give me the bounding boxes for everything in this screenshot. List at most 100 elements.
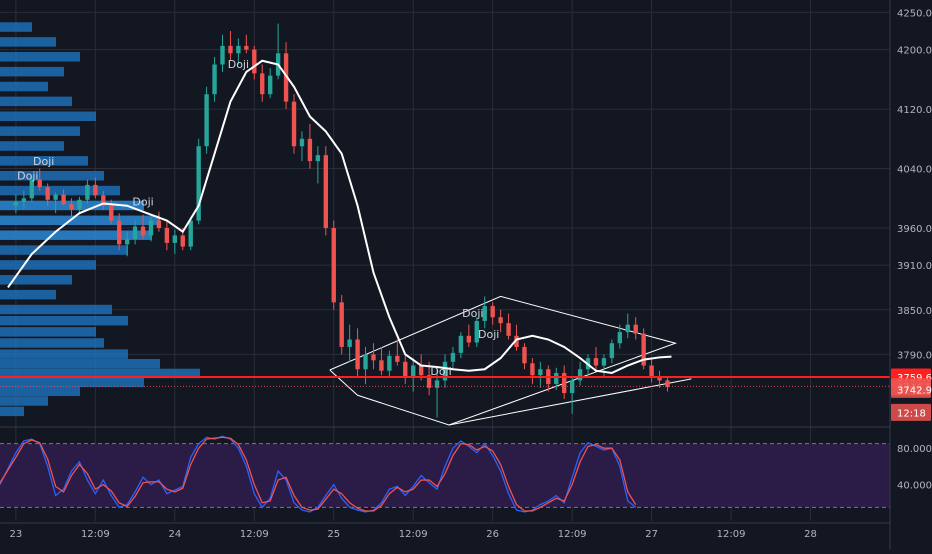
candle-body (196, 146, 201, 221)
y-tick-label: 3790.0 (897, 350, 932, 361)
doji-label: Doji (228, 58, 249, 71)
x-tick-label: 12:09 (558, 529, 587, 540)
candle-body (220, 45, 225, 65)
candle-body (569, 380, 575, 394)
candle-body (252, 49, 257, 74)
candle-body (156, 220, 162, 229)
volume-profile-bar (0, 275, 72, 285)
x-tick-label: 12:09 (240, 529, 269, 540)
candle-body (514, 335, 519, 347)
volume-profile-bar (0, 359, 160, 369)
candle-body (466, 335, 472, 343)
candle-body (188, 220, 193, 247)
y-tick-label: 4120.0 (897, 105, 932, 116)
candle-body (331, 228, 336, 303)
volume-profile-bar (0, 230, 152, 240)
volume-profile-bar (0, 52, 80, 62)
candle-body (538, 369, 543, 376)
x-tick-label: 27 (645, 529, 658, 540)
x-tick-label: 12:09 (81, 529, 110, 540)
candle-body (37, 179, 42, 188)
candle-body (299, 138, 305, 147)
volume-profile-bar (0, 368, 200, 379)
candle-body (283, 53, 289, 102)
volume-profile-bar (0, 289, 56, 300)
volume-profile-bar (0, 126, 80, 136)
candle-body (411, 365, 416, 377)
candle-body (657, 376, 662, 381)
y-tick-label: 4200.0 (897, 46, 932, 57)
doji-label: Doji (430, 365, 451, 378)
candle-body (260, 73, 265, 95)
volume-profile-bar (0, 66, 64, 77)
y-tick-label: 4250.0 (897, 8, 932, 19)
volume-profile-bar (0, 96, 72, 107)
candle-body (77, 199, 82, 210)
volume-profile-bar (0, 37, 56, 47)
candle-body (625, 324, 630, 333)
volume-profile-bar (0, 185, 120, 196)
volume-profile-bar (0, 170, 104, 181)
volume-profile-bar (0, 315, 128, 326)
price-tag (891, 380, 931, 398)
candle-body (315, 155, 321, 162)
doji-label: Doji (462, 307, 483, 320)
x-tick-label: 25 (327, 529, 340, 540)
volume-profile-bar (0, 81, 48, 92)
y-tick-label: 3910.0 (897, 261, 932, 272)
candle-body (93, 184, 98, 196)
candle-body (21, 198, 27, 202)
trend-line (448, 378, 692, 426)
volume-profile-bar (0, 22, 32, 32)
candle-body (13, 201, 19, 206)
volume-profile-bar (0, 111, 96, 122)
candle-body (267, 75, 273, 95)
x-tick-label: 12:09 (399, 529, 428, 540)
price-tag-label: 12:18 (897, 408, 926, 419)
volume-profile-bar (0, 349, 128, 359)
candle-body (164, 228, 170, 243)
candle-body (371, 354, 376, 361)
volume-profile-bar (0, 141, 64, 151)
x-tick-label: 28 (804, 529, 817, 540)
candle-body (140, 226, 146, 236)
candle-body (593, 358, 599, 366)
volume-profile-bar (0, 386, 80, 397)
volume-profile-bar (0, 156, 88, 166)
candle-body (434, 380, 440, 388)
candle-body (180, 235, 185, 247)
candle-body (490, 306, 495, 318)
candle-body (649, 365, 654, 377)
candle-body (339, 302, 344, 347)
candle-body (204, 94, 209, 147)
doji-label: Doji (33, 155, 54, 168)
candle-body (124, 239, 130, 245)
doji-label: Doji (478, 328, 499, 341)
candle-body (363, 354, 368, 370)
candle-body (61, 194, 66, 205)
candle-body (117, 220, 122, 245)
candle-body (307, 138, 313, 162)
stoch-tick-label: 80.0000 (897, 444, 932, 455)
candle-body (498, 317, 503, 324)
candle-body (458, 335, 464, 353)
candle-body (450, 352, 456, 362)
candle-body (53, 194, 58, 200)
doji-label: Doji (132, 196, 153, 209)
candle-body (355, 339, 360, 370)
candle-body (323, 155, 328, 229)
y-tick-label: 3850.0 (897, 306, 932, 317)
volume-profile-bar (0, 377, 144, 388)
candle-body (379, 360, 384, 371)
candle-body (403, 361, 408, 377)
volume-profile-bar (0, 245, 128, 255)
price-axis-background (891, 0, 932, 550)
candle-body (236, 45, 241, 54)
candle-body (45, 187, 50, 200)
price-tag-label: 3742.9 (897, 385, 932, 396)
volume-profile-bar (0, 338, 104, 348)
stoch-band-fill (0, 443, 890, 508)
candle-body (29, 179, 34, 199)
